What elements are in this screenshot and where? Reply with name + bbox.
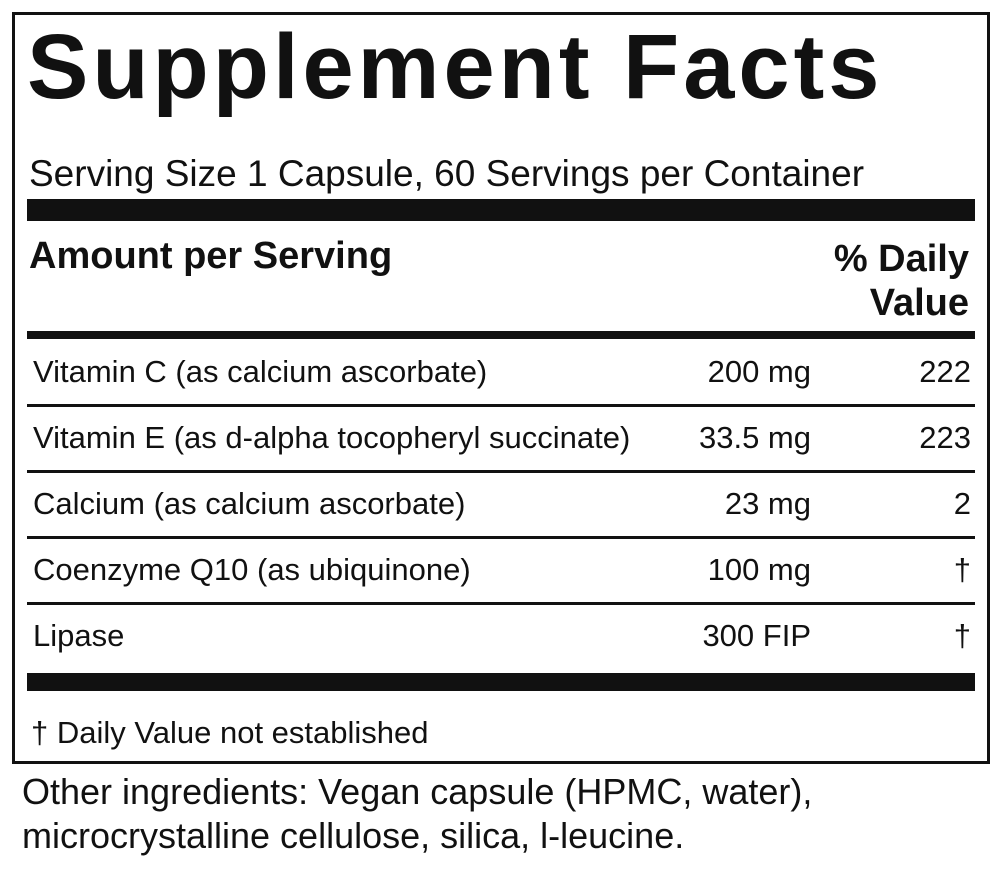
title: Supplement Facts — [27, 16, 884, 118]
amount: 23 mg — [724, 486, 811, 521]
nutrient-name: Vitamin E (as d-alpha tocopheryl succina… — [33, 420, 631, 455]
daily-value: 223 — [919, 420, 971, 455]
medium-rule — [27, 331, 975, 339]
daily-value: † — [953, 618, 971, 653]
footnote: † Daily Value not established — [31, 715, 429, 750]
nutrient-name: Coenzyme Q10 (as ubiquinone) — [33, 552, 471, 587]
amount: 200 mg — [707, 354, 811, 389]
amount: 100 mg — [707, 552, 811, 587]
nutrient-row: Calcium (as calcium ascorbate) 23 mg 2 — [27, 473, 975, 535]
nutrient-row: Vitamin E (as d-alpha tocopheryl succina… — [27, 407, 975, 469]
nutrient-row: Lipase 300 FIP † — [27, 605, 975, 667]
daily-value: 222 — [919, 354, 971, 389]
facts-panel: Supplement Facts Serving Size 1 Capsule,… — [12, 12, 990, 764]
nutrient-name: Calcium (as calcium ascorbate) — [33, 486, 466, 521]
row-rule — [27, 404, 975, 407]
amount: 33.5 mg — [698, 420, 811, 455]
nutrient-name: Lipase — [33, 618, 125, 653]
serving-size: Serving Size 1 Capsule, 60 Servings per … — [29, 153, 865, 194]
other-ingredients: Other ingredients: Vegan capsule (HPMC, … — [22, 771, 813, 856]
row-rule — [27, 470, 975, 473]
nutrient-row: Vitamin C (as calcium ascorbate) 200 mg 22… — [27, 341, 975, 403]
amount-header: Amount per Serving — [29, 235, 393, 277]
daily-value-header: % Daily Value — [833, 238, 969, 324]
thick-rule — [27, 199, 975, 221]
nutrient-name: Vitamin C (as calcium ascorbate) — [33, 354, 488, 389]
nutrient-row: Coenzyme Q10 (as ubiquinone) 100 mg † — [27, 539, 975, 601]
row-rule — [27, 602, 975, 605]
daily-value: † — [953, 552, 971, 587]
thick-rule — [27, 673, 975, 691]
daily-value: 2 — [953, 486, 971, 521]
amount: 300 FIP — [702, 618, 811, 653]
row-rule — [27, 536, 975, 539]
